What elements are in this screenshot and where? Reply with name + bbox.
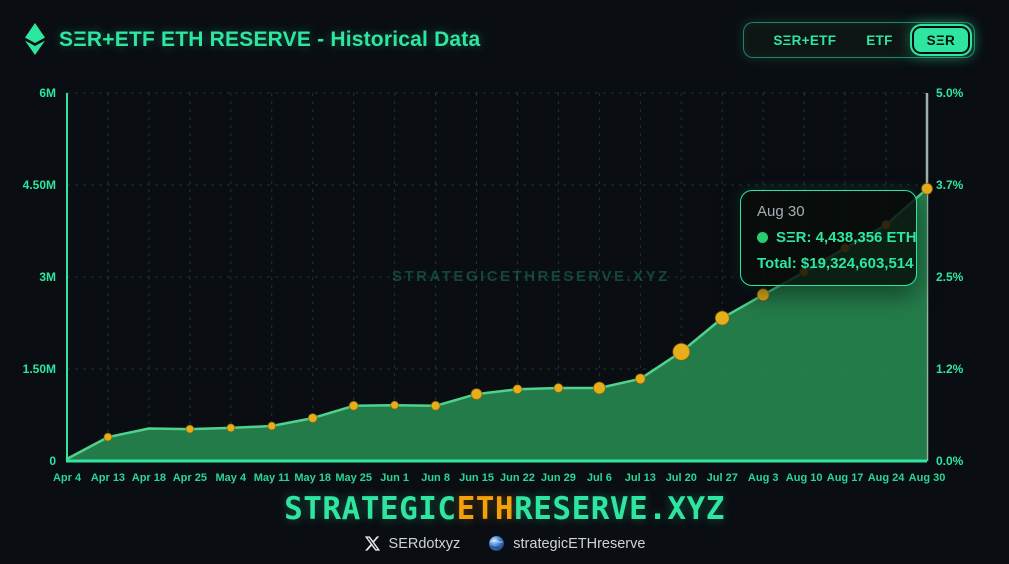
brand-segment-reserve: RESERVE.XYZ <box>514 491 725 527</box>
x-axis-tick-label: Jul 27 <box>707 472 738 484</box>
toggle-etf-button[interactable]: ETF <box>853 33 905 48</box>
x-axis-tick-label: Apr 18 <box>132 472 166 484</box>
x-axis-tick-label: May 11 <box>254 472 290 484</box>
y-axis-tick-left: 0 <box>49 454 56 468</box>
x-twitter-icon <box>364 536 380 551</box>
toggle-ser-button[interactable]: SΞR <box>911 26 970 54</box>
data-point-dot[interactable] <box>185 424 195 434</box>
x-axis-tick-label: Jul 13 <box>625 472 656 484</box>
data-point-dot[interactable] <box>553 383 564 394</box>
brand-segment-strategic: STRATEGIC <box>284 491 457 527</box>
view-toggle-group: SΞR+ETF ETF SΞR <box>743 22 975 58</box>
x-axis-tick-label: Aug 24 <box>868 472 906 484</box>
data-point-dot[interactable] <box>430 400 441 411</box>
y-axis-tick-left: 1.50M <box>23 362 56 376</box>
data-point-dot[interactable] <box>390 400 400 410</box>
data-point-dot[interactable] <box>267 421 277 431</box>
y-axis-tick-left: 4.50M <box>23 178 56 192</box>
chart-tooltip: Aug 30 SΞR: 4,438,356 ETH Total: $19,324… <box>740 190 917 286</box>
data-point-dot[interactable] <box>921 182 933 195</box>
y-axis-tick-right: 2.5% <box>936 270 964 284</box>
footer-links: SERdotxyz strategicETHreserve <box>0 535 1009 552</box>
x-axis-tick-label: Apr 4 <box>53 472 82 484</box>
tooltip-series-row: SΞR: 4,438,356 ETH <box>757 229 917 246</box>
x-axis-tick-label: Jul 20 <box>666 472 697 484</box>
data-point-dot[interactable] <box>592 381 606 395</box>
y-axis-tick-right: 0.0% <box>936 454 964 468</box>
twitter-link[interactable]: SERdotxyz <box>364 535 461 552</box>
data-point-dot[interactable] <box>634 373 646 385</box>
x-axis-tick-label: Jul 6 <box>587 472 612 484</box>
x-axis-tick-label: Apr 13 <box>91 472 125 484</box>
data-point-dot[interactable] <box>307 413 318 424</box>
x-axis-tick-label: May 25 <box>335 472 372 484</box>
x-axis-tick-label: Jun 8 <box>421 472 450 484</box>
y-axis-tick-right: 3.7% <box>936 178 964 192</box>
data-point-dot[interactable] <box>226 423 236 433</box>
x-axis-tick-label: Jun 15 <box>459 472 494 484</box>
data-point-dot[interactable] <box>512 384 523 395</box>
ethereum-diamond-icon <box>25 23 45 55</box>
twitter-handle: SERdotxyz <box>388 535 461 552</box>
brand-segment-eth: ETH <box>456 491 515 527</box>
tooltip-date: Aug 30 <box>757 203 805 220</box>
y-axis-tick-left: 3M <box>39 270 56 284</box>
tooltip-series-value: SΞR: 4,438,356 ETH <box>776 229 917 246</box>
x-axis-tick-label: Aug 30 <box>909 472 946 484</box>
x-axis-tick-label: Jun 29 <box>541 472 576 484</box>
y-axis-tick-left: 6M <box>39 86 56 100</box>
data-point-dot[interactable] <box>756 288 770 302</box>
header: SΞR+ETF ETH RESERVE - Historical Data SΞ… <box>0 0 1009 70</box>
x-axis-tick-label: Apr 25 <box>173 472 207 484</box>
data-point-dot[interactable] <box>103 432 113 442</box>
x-axis-tick-label: Aug 3 <box>748 472 779 484</box>
x-axis-tick-label: May 18 <box>294 472 331 484</box>
website-link[interactable]: strategicETHreserve <box>488 535 645 552</box>
series-dot-icon <box>757 232 768 243</box>
y-axis-tick-right: 1.2% <box>936 362 964 376</box>
x-axis-tick-label: Aug 10 <box>786 472 823 484</box>
website-handle: strategicETHreserve <box>513 535 646 552</box>
x-axis-tick-label: May 4 <box>216 472 247 484</box>
tooltip-total-value: Total: $19,324,603,514 <box>757 255 914 272</box>
globe-icon <box>489 536 505 551</box>
data-point-dot[interactable] <box>348 400 359 411</box>
y-axis-tick-right: 5.0% <box>936 86 964 100</box>
area-series-fill <box>67 188 927 462</box>
site-brand: STRATEGIC ETH RESERVE.XYZ <box>0 491 1009 527</box>
chart-watermark: STRATEGICETHRESERVE.XYZ <box>392 268 670 285</box>
x-axis-tick-label: Jun 1 <box>380 472 409 484</box>
data-point-dot[interactable] <box>470 388 483 401</box>
x-axis-tick-label: Jun 22 <box>500 472 535 484</box>
x-axis-tick-label: Aug 17 <box>827 472 864 484</box>
page-title: SΞR+ETF ETH RESERVE - Historical Data <box>59 28 481 51</box>
toggle-ser-etf-button[interactable]: SΞR+ETF <box>760 33 849 48</box>
data-point-dot[interactable] <box>672 342 691 361</box>
data-point-dot[interactable] <box>714 310 730 326</box>
